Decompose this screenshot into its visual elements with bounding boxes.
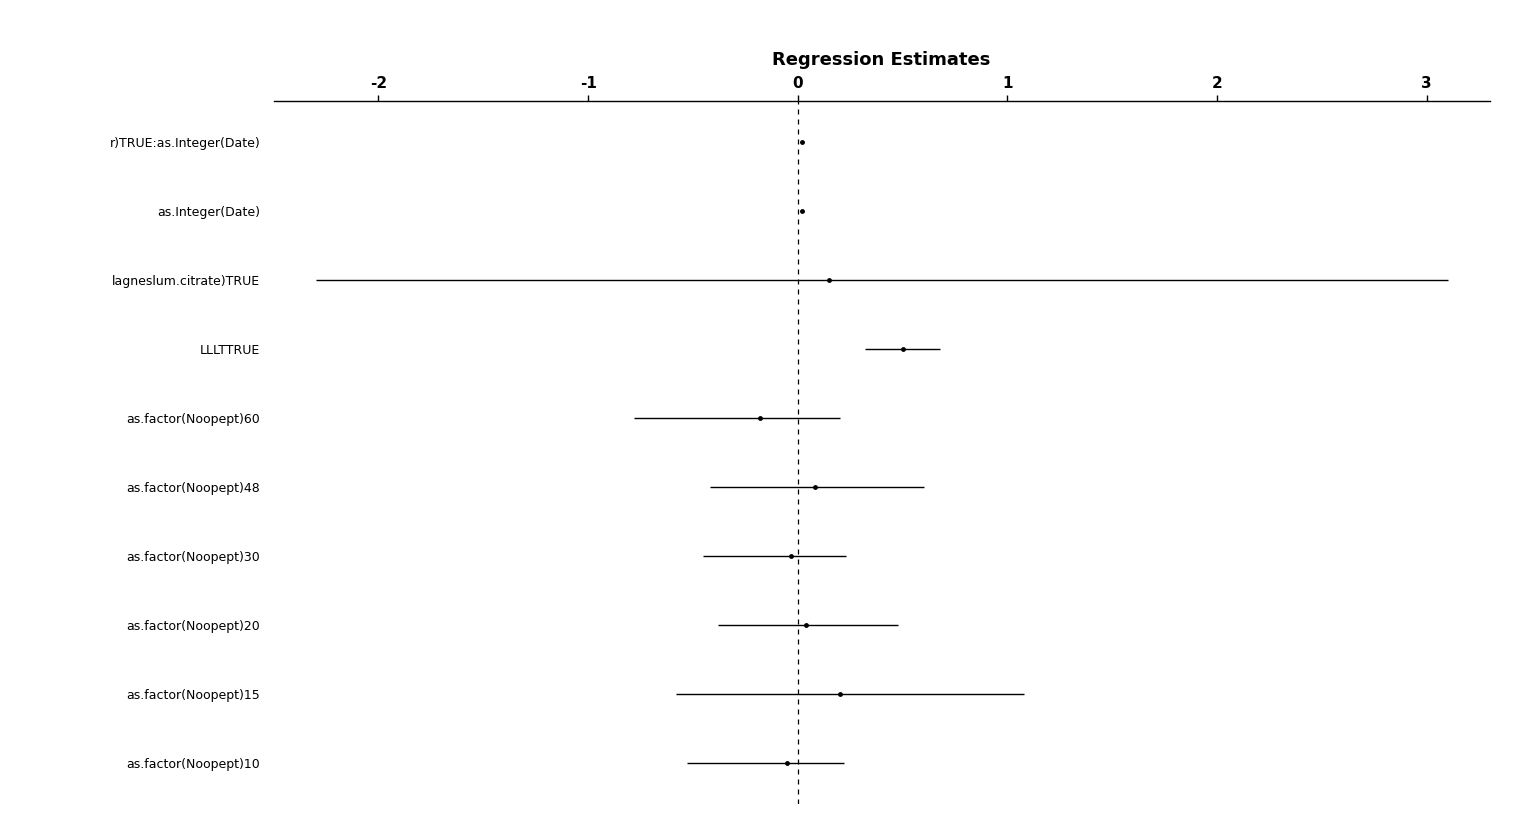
- Title: Regression Estimates: Regression Estimates: [772, 51, 991, 69]
